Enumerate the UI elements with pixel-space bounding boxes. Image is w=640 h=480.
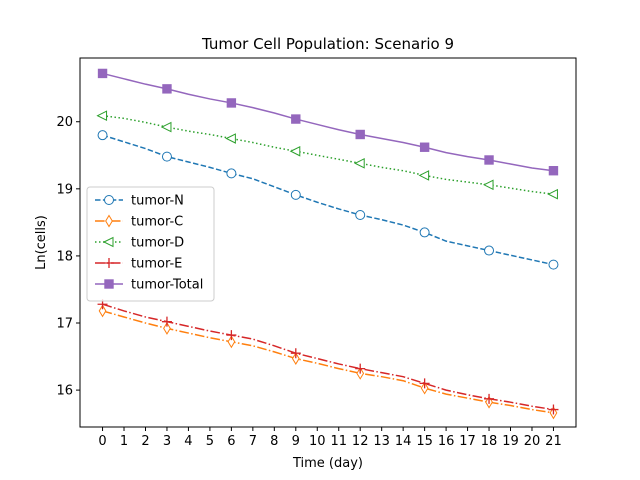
marker-tumor-Total	[355, 129, 365, 140]
x-tick-label: 21	[545, 434, 562, 449]
marker-legend-tumor-C	[105, 214, 113, 228]
marker-legend-tumor-N	[104, 195, 114, 205]
x-tick-label: 13	[373, 434, 390, 449]
x-tick-label: 8	[270, 434, 278, 449]
x-tick-label: 12	[352, 434, 369, 449]
legend-label-tumor-N: tumor-N	[131, 194, 184, 209]
x-tick-label: 17	[459, 434, 476, 449]
marker-tumor-Total	[291, 114, 301, 124]
x-tick-label: 1	[120, 434, 128, 449]
marker-tumor-E	[484, 393, 495, 404]
marker-tumor-Total	[162, 84, 172, 94]
series-line-tumor-D	[102, 114, 554, 195]
x-tick-label: 4	[184, 434, 192, 449]
legend: tumor-N tumor-C tumor-D tumor-E tumor-Total	[86, 186, 215, 302]
x-tick-label: 18	[481, 434, 498, 449]
marker-tumor-E	[226, 330, 237, 341]
y-tick-label: 16	[56, 384, 73, 399]
marker-tumor-D	[482, 179, 494, 191]
x-tick-label: 11	[330, 434, 347, 449]
x-tick-label: 9	[292, 434, 300, 449]
series-group	[96, 68, 559, 420]
marker-tumor-N	[484, 245, 495, 256]
marker-tumor-E	[548, 404, 559, 415]
marker-tumor-N	[290, 189, 301, 200]
marker-tumor-Total	[419, 142, 430, 152]
series-line-tumor-Total	[102, 72, 554, 172]
marker-tumor-E	[419, 378, 430, 389]
x-tick-label: 14	[395, 434, 412, 449]
x-tick-label: 16	[438, 434, 455, 449]
marker-tumor-C	[227, 335, 236, 349]
chart-title: Tumor Cell Population: Scenario 9	[201, 35, 454, 53]
marker-legend-tumor-E	[104, 258, 114, 268]
marker-tumor-N	[97, 130, 108, 141]
marker-tumor-E	[161, 316, 172, 327]
marker-tumor-N	[548, 259, 559, 270]
marker-tumor-C	[291, 352, 300, 366]
series-line-tumor-E	[102, 303, 554, 411]
x-tick-label: 6	[227, 434, 235, 449]
legend-box	[86, 186, 215, 302]
marker-tumor-Total	[548, 166, 559, 176]
axes: 0 1 2 3 4 5 6 7 8 9 10 11 12 13 14 15 16 17 18 19 20 21161718…	[56, 115, 561, 449]
legend-label-tumor-Total: tumor-Total	[131, 278, 203, 293]
y-tick-label: 20	[56, 115, 73, 130]
y-tick-label: 19	[56, 182, 73, 197]
marker-legend-tumor-D	[102, 236, 114, 248]
legend-label-tumor-D: tumor-D	[131, 236, 184, 251]
plot-area	[96, 68, 559, 420]
marker-tumor-N	[226, 168, 237, 179]
marker-tumor-N	[419, 227, 430, 238]
marker-tumor-C	[163, 321, 171, 335]
marker-tumor-E	[355, 363, 366, 374]
marker-tumor-Total	[97, 68, 108, 79]
marker-tumor-D	[160, 121, 172, 133]
series-line-tumor-C	[102, 310, 554, 414]
x-tick-label: 3	[163, 434, 171, 449]
y-axis-label: Ln(cells)	[34, 215, 49, 270]
marker-tumor-D	[289, 145, 301, 157]
x-tick-label: 10	[309, 434, 326, 449]
marker-tumor-D	[225, 133, 236, 144]
x-tick-label: 15	[416, 434, 433, 449]
x-tick-label: 0	[98, 434, 106, 449]
marker-tumor-D	[96, 110, 108, 122]
marker-tumor-Total	[484, 155, 494, 165]
marker-tumor-E	[290, 348, 301, 359]
legend-label-tumor-C: tumor-C	[131, 215, 183, 230]
plot-frame	[79, 57, 577, 428]
y-tick-label: 18	[56, 249, 73, 264]
marker-tumor-Total	[226, 98, 237, 108]
marker-tumor-N	[161, 151, 172, 162]
marker-tumor-D	[418, 170, 430, 181]
marker-legend-tumor-Total	[104, 279, 114, 289]
marker-tumor-C	[98, 304, 107, 318]
x-tick-label: 7	[249, 434, 257, 449]
marker-tumor-N	[355, 209, 366, 220]
x-tick-label: 2	[141, 434, 149, 449]
x-tick-label: 20	[524, 434, 541, 449]
y-tick-label: 17	[56, 317, 73, 332]
marker-tumor-D	[354, 158, 365, 169]
legend-label-tumor-E: tumor-E	[131, 257, 182, 272]
x-tick-label: 19	[502, 434, 519, 449]
marker-tumor-D	[547, 188, 558, 200]
x-tick-label: 5	[206, 434, 214, 449]
x-axis-label: Time (day)	[292, 456, 363, 471]
